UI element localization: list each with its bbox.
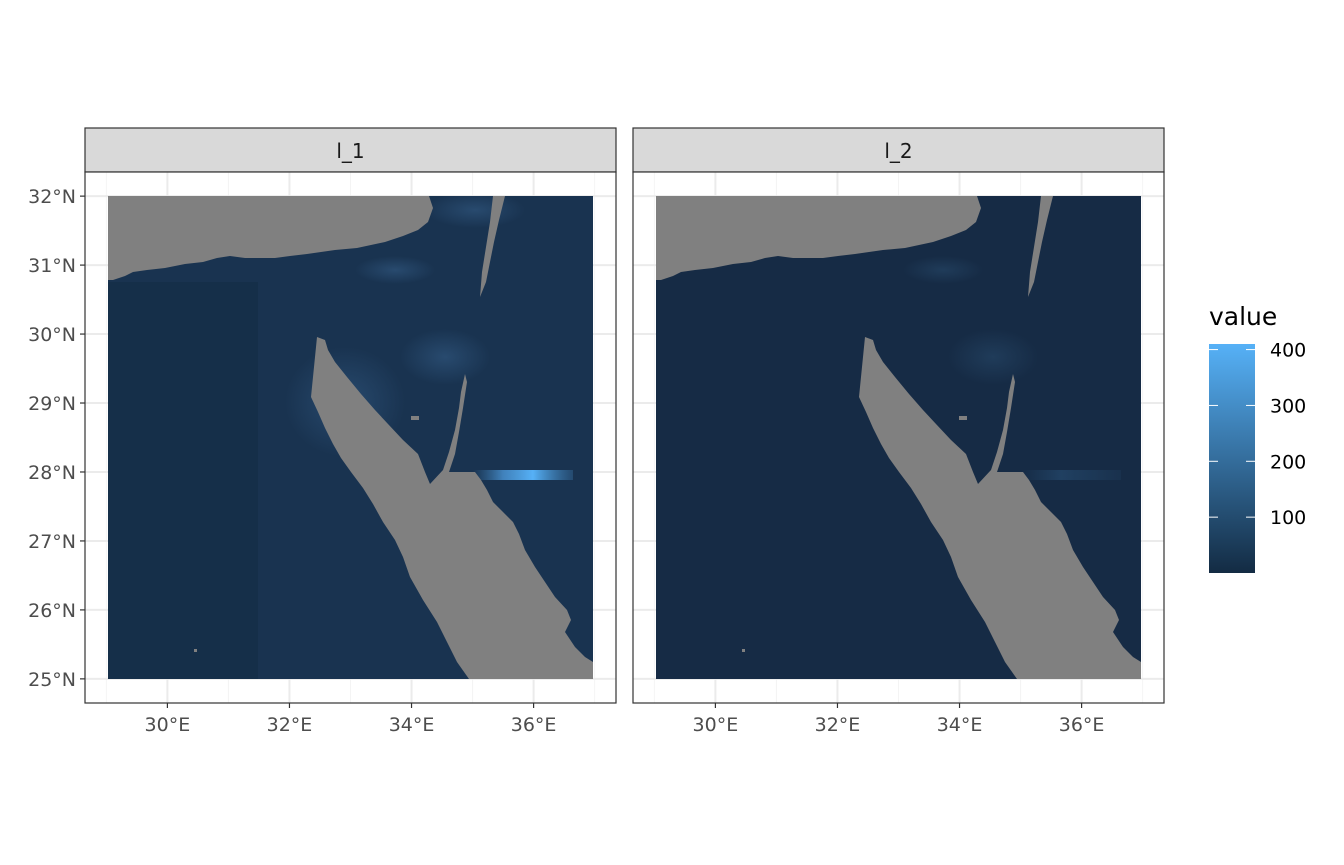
y-axis: 25°N 26°N 27°N 28°N 29°N 30°N 31°N 32°N bbox=[28, 186, 85, 691]
strip-background bbox=[632, 127, 1165, 173]
x-tick-label: 36°E bbox=[511, 714, 557, 736]
legend-tick-label: 400 bbox=[1270, 340, 1306, 362]
x-tick-label: 36°E bbox=[1059, 714, 1105, 736]
land-island bbox=[411, 416, 419, 420]
legend-tick-label: 200 bbox=[1270, 451, 1306, 473]
land-east-spit bbox=[480, 196, 505, 297]
map-panel-l_1: l_1 bbox=[84, 127, 617, 704]
strip-label: l_2 bbox=[884, 139, 912, 163]
y-tick-label: 30°N bbox=[28, 324, 76, 346]
legend-tick-label: 100 bbox=[1270, 507, 1306, 529]
legend-colorbar bbox=[1209, 344, 1255, 573]
y-tick-label: 28°N bbox=[28, 462, 76, 484]
sea-glow bbox=[425, 196, 525, 228]
y-tick-label: 29°N bbox=[28, 393, 76, 415]
color-legend: value 100 200 300 400 bbox=[1209, 302, 1306, 573]
x-tick-label: 30°E bbox=[693, 714, 739, 736]
legend-tick-label: 300 bbox=[1270, 395, 1306, 417]
x-tick-label: 34°E bbox=[937, 714, 983, 736]
strip-label: l_1 bbox=[336, 139, 364, 163]
map-panel-l_2: l_2 bbox=[632, 127, 1165, 704]
sea-glow bbox=[355, 256, 435, 284]
raster-map bbox=[108, 196, 593, 679]
sea-glow bbox=[903, 256, 983, 284]
panel-border bbox=[84, 171, 617, 704]
land-island bbox=[959, 416, 967, 420]
x-axis-panel-l_2: 30°E 32°E 34°E 36°E bbox=[693, 703, 1105, 736]
land-islet bbox=[194, 649, 197, 652]
land-islet bbox=[742, 649, 745, 652]
land-north-coast bbox=[656, 196, 981, 280]
land-sinai-arabia bbox=[859, 337, 1141, 679]
west-shading bbox=[108, 282, 258, 679]
legend-ticks: 100 200 300 400 bbox=[1209, 340, 1306, 529]
legend-title: value bbox=[1209, 302, 1277, 331]
high-value-band bbox=[473, 470, 573, 480]
x-axis-panel-l_1: 30°E 32°E 34°E 36°E bbox=[145, 703, 557, 736]
strip-background bbox=[84, 127, 617, 173]
y-tick-label: 27°N bbox=[28, 531, 76, 553]
high-value-band bbox=[1021, 470, 1121, 480]
panel-border bbox=[632, 171, 1165, 704]
land-north-coast bbox=[108, 196, 433, 280]
y-tick-label: 26°N bbox=[28, 600, 76, 622]
land-sinai-arabia bbox=[311, 337, 593, 679]
x-tick-label: 34°E bbox=[389, 714, 435, 736]
land-east-spit bbox=[1028, 196, 1053, 297]
sea-glow bbox=[948, 329, 1038, 385]
raster-map bbox=[656, 196, 1141, 679]
y-tick-label: 31°N bbox=[28, 255, 76, 277]
sea-glow bbox=[400, 329, 490, 385]
x-tick-label: 30°E bbox=[145, 714, 191, 736]
y-tick-label: 25°N bbox=[28, 669, 76, 691]
x-tick-label: 32°E bbox=[815, 714, 861, 736]
x-tick-label: 32°E bbox=[267, 714, 313, 736]
y-tick-label: 32°N bbox=[28, 186, 76, 208]
